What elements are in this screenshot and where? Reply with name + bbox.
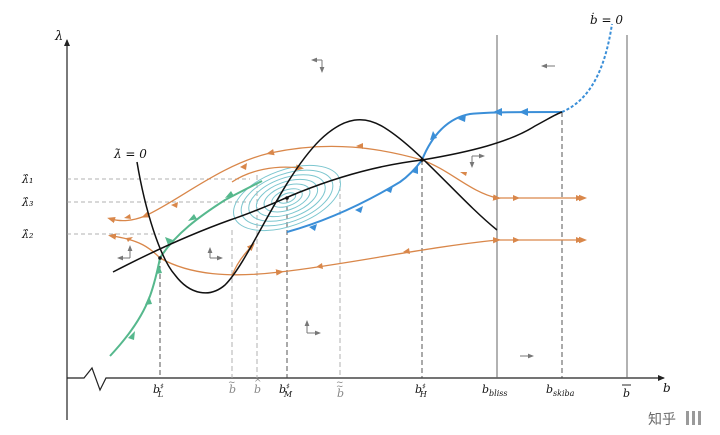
- x-axis-label: b: [663, 381, 671, 395]
- direction-arrow-mid-right: [469, 153, 485, 168]
- svg-text:b♯L: b♯ L: [153, 382, 164, 399]
- orange-arrowheads: [124, 143, 583, 269]
- orange-lower-trajectory: [159, 236, 587, 276]
- bbar-tick: b: [622, 384, 631, 400]
- lambda-dot-label: λ̇ = 0: [113, 147, 147, 161]
- svg-text:b: b: [337, 387, 344, 400]
- bbliss-tick: bbliss: [482, 383, 508, 398]
- bhat-tick: b ^: [254, 379, 262, 396]
- svg-text:~: ~: [336, 382, 344, 392]
- y-axis-label: λ: [54, 29, 63, 44]
- lambda3-tick: λ̂₃: [21, 196, 33, 209]
- svg-text:b: b: [254, 383, 261, 396]
- steady-states: [158, 158, 424, 260]
- svg-text:b: b: [229, 383, 236, 396]
- svg-text:bbliss: bbliss: [482, 383, 508, 398]
- blue-stable-arm-from-middle: [286, 159, 423, 233]
- bdtilde-tick: b ~ ~: [336, 378, 344, 400]
- green-stable-arm-upper: [159, 180, 263, 259]
- orange-spiral-entry: [231, 164, 304, 183]
- zhihu-watermark: 知乎: [648, 411, 701, 428]
- svg-text:^: ^: [254, 379, 262, 389]
- bskiba-tick: bskiba: [546, 383, 575, 398]
- blue-stable-arm-from-skiba: [421, 111, 563, 161]
- bM-tick: b♯ M: [279, 382, 293, 399]
- svg-text:~: ~: [336, 378, 344, 388]
- orange-upper-right-trajectory: [421, 159, 587, 202]
- bL-tick: b♯ L: [153, 382, 164, 399]
- x-axis: [67, 366, 665, 392]
- direction-arrows: [117, 57, 555, 359]
- svg-text:b: b: [623, 387, 630, 400]
- direction-arrow-center: [207, 247, 223, 261]
- bH-tick: b♯ H: [415, 382, 428, 399]
- bdot-curve-upper-blue: [561, 23, 613, 113]
- svg-text:b♯H: b♯ H: [415, 382, 428, 399]
- high-steady-state: [420, 158, 424, 162]
- lambda1-tick: λ̂₁: [21, 173, 33, 186]
- svg-text:b♯M: b♯ M: [279, 382, 293, 399]
- svg-text:~: ~: [228, 378, 236, 388]
- orange-trajectories: [107, 145, 587, 277]
- b-dot-label: ḃ = 0: [590, 11, 623, 27]
- middle-steady-state: [285, 196, 289, 200]
- watermark-text: 知乎: [648, 411, 676, 428]
- green-trajectories: [109, 180, 263, 357]
- lambda2-tick: λ̂₂: [21, 228, 33, 241]
- btilde-tick: b ~: [228, 378, 236, 396]
- direction-arrow-top: [311, 57, 325, 73]
- orange-lower-left-trajectory: [108, 233, 161, 259]
- green-arrowheads: [128, 191, 234, 340]
- orange-upper-left-trajectory: [107, 145, 423, 224]
- low-steady-state: [158, 256, 162, 260]
- b-dot-zero-curve: [112, 111, 563, 273]
- blue-arrowheads: [309, 108, 528, 231]
- lambda-dot-zero-curve: [136, 119, 498, 294]
- direction-arrow-bottom: [304, 320, 321, 336]
- green-stable-arm-lower: [109, 257, 161, 357]
- direction-arrow-left: [117, 245, 133, 261]
- svg-text:bskiba: bskiba: [546, 383, 575, 398]
